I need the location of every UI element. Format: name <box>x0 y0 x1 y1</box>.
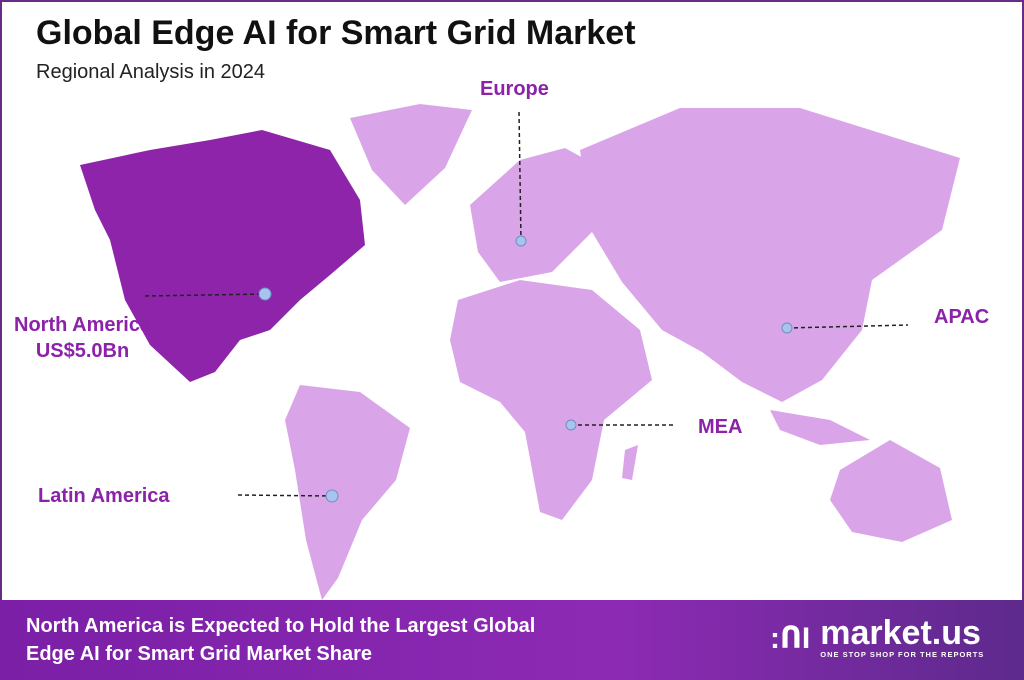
asia <box>580 108 960 402</box>
europe-label: Europe <box>480 78 549 100</box>
north-america-highlight <box>80 130 365 382</box>
region-name: North America <box>14 314 152 336</box>
world-map <box>80 104 960 600</box>
na-leader-line <box>144 293 266 297</box>
apac-marker <box>781 322 793 334</box>
europe-leader-line <box>518 111 522 242</box>
footer-banner: North America is Expected to Hold the La… <box>0 600 1024 680</box>
indonesia <box>770 410 870 445</box>
mea-marker <box>565 419 577 431</box>
australia <box>830 440 952 542</box>
mea-label: MEA <box>698 416 743 438</box>
greenland <box>350 104 472 205</box>
page-subtitle: Regional Analysis in 2024 <box>36 61 266 83</box>
europe-marker <box>515 235 527 247</box>
market-us-logo: :ՈI market.us ONE STOP SHOP FOR THE REPO… <box>770 616 984 660</box>
na-marker <box>258 287 272 301</box>
africa <box>450 280 652 520</box>
footer-line-2: Edge AI for Smart Grid Market Share <box>26 643 373 665</box>
north-america-label: North America US$5.0Bn <box>14 312 151 364</box>
latam-leader-line <box>237 494 333 497</box>
logo-mark-icon: :ՈI <box>770 621 811 655</box>
latam-marker <box>325 489 339 503</box>
footer-text: North America is Expected to Hold the La… <box>26 612 726 668</box>
footer-line-1: North America is Expected to Hold the La… <box>26 615 536 637</box>
region-value: US$5.0Bn <box>35 340 130 362</box>
apac-leader-line <box>786 324 909 329</box>
logo-tagline: ONE STOP SHOP FOR THE REPORTS <box>820 650 985 659</box>
south-america <box>285 385 410 600</box>
europe <box>470 148 605 282</box>
madagascar <box>622 445 638 480</box>
page-title: Global Edge AI for Smart Grid Market <box>36 14 636 52</box>
apac-label: APAC <box>934 306 990 328</box>
logo-name: market.us <box>820 614 981 652</box>
latin-america-label: Latin America <box>38 485 170 507</box>
